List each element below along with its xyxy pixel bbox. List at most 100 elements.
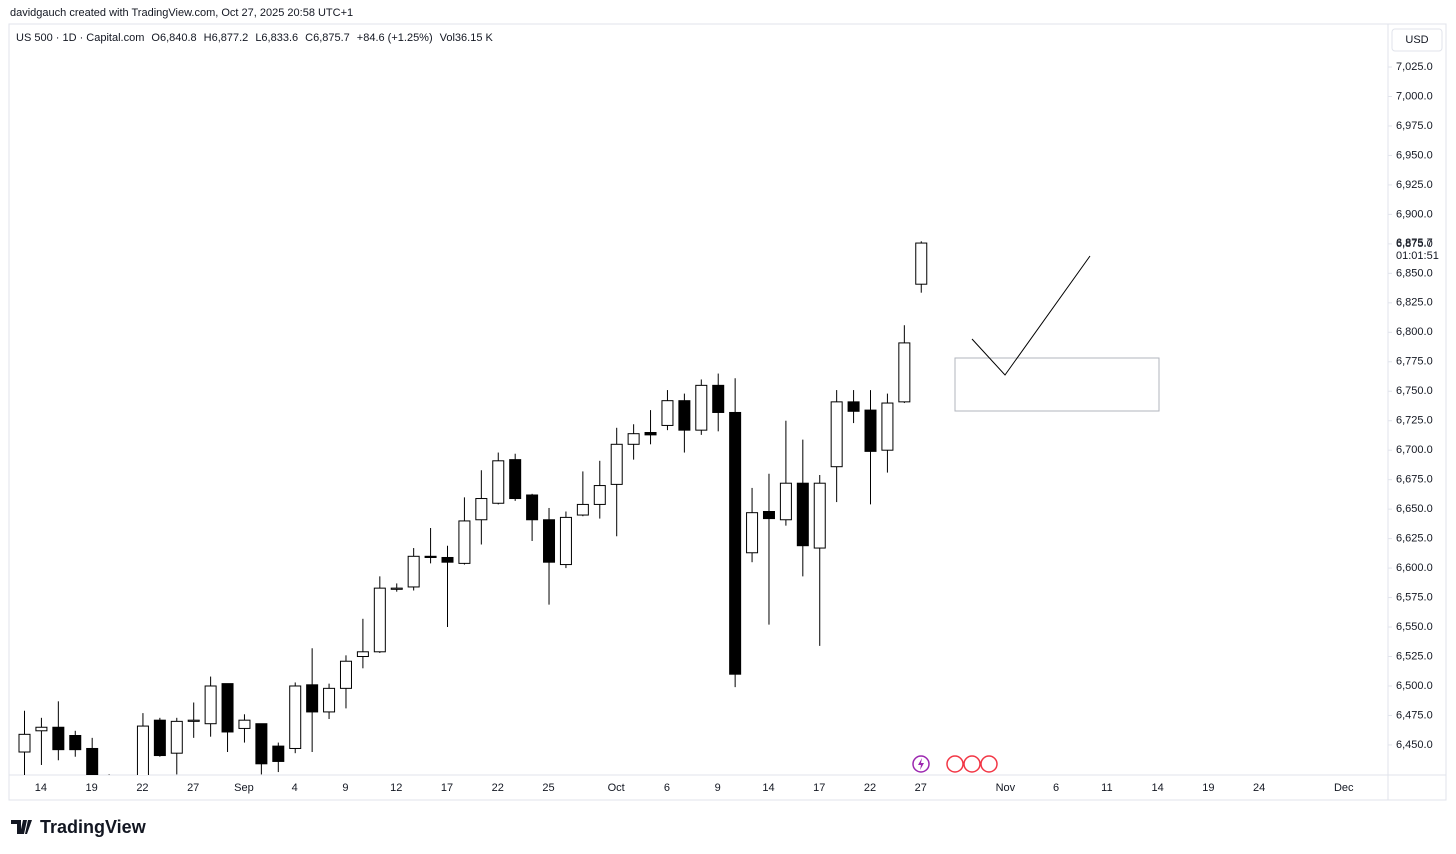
y-tick-label: 6,675.0 xyxy=(1396,474,1433,486)
candle-body xyxy=(898,342,911,403)
x-tick-label: 14 xyxy=(762,782,774,794)
y-tick-label: 6,700.0 xyxy=(1396,444,1433,456)
currency-button[interactable] xyxy=(1391,28,1443,52)
legend-item: O6,840.8 xyxy=(151,32,196,44)
candle-body xyxy=(627,433,640,445)
x-tick-label: 17 xyxy=(813,782,825,794)
y-tick-label: 6,850.0 xyxy=(1396,267,1433,279)
x-tick-label: 19 xyxy=(1202,782,1214,794)
candle-body xyxy=(695,384,708,431)
y-tick-label: 6,925.0 xyxy=(1396,179,1433,191)
candle-body xyxy=(779,482,792,521)
x-tick-label: 24 xyxy=(1253,782,1265,794)
y-tick-label: 6,450.0 xyxy=(1396,739,1433,751)
candle-body xyxy=(356,651,369,658)
candle-body xyxy=(762,511,775,520)
x-tick-label: 9 xyxy=(715,782,721,794)
credit: davidgauch created with TradingView.com,… xyxy=(10,7,353,19)
legend-item: US 500 · 1D · Capital.com xyxy=(16,32,144,44)
candle-body xyxy=(830,401,843,468)
drawing xyxy=(954,255,1160,412)
candle-body xyxy=(576,503,589,516)
y-tick-label: 6,500.0 xyxy=(1396,680,1433,692)
y-tick-label: 6,775.0 xyxy=(1396,356,1433,368)
y-tick-label: 6,750.0 xyxy=(1396,385,1433,397)
x-tick-label: 14 xyxy=(1152,782,1164,794)
last-price-label: 6,875.7 xyxy=(1396,237,1433,249)
candle-body xyxy=(289,685,302,749)
y-tick-label: 6,975.0 xyxy=(1396,120,1433,132)
candle-body xyxy=(661,400,674,426)
x-tick-label: 6 xyxy=(664,782,670,794)
y-tick-label: 6,950.0 xyxy=(1396,149,1433,161)
event-icon[interactable] xyxy=(946,755,964,773)
logo: TradingView xyxy=(11,817,147,837)
plot-area xyxy=(18,241,928,804)
y-tick-label: 6,800.0 xyxy=(1396,326,1433,338)
candle-body xyxy=(255,723,268,765)
candle-body xyxy=(746,512,759,554)
candle-body xyxy=(864,409,877,452)
candle-body xyxy=(729,411,742,675)
zone-rectangle xyxy=(954,357,1160,412)
y-tick-label: 6,525.0 xyxy=(1396,650,1433,662)
x-tick-label: 27 xyxy=(915,782,927,794)
x-tick-label: 17 xyxy=(441,782,453,794)
y-tick-label: 6,575.0 xyxy=(1396,591,1433,603)
candle-body xyxy=(543,519,556,563)
candle-body xyxy=(610,443,623,485)
candle-body xyxy=(813,482,826,549)
check-line xyxy=(971,255,1091,376)
y-tick-label: 6,475.0 xyxy=(1396,709,1433,721)
candle-body xyxy=(187,719,200,722)
y-tick-label: 7,000.0 xyxy=(1396,90,1433,102)
x-tick-label: Dec xyxy=(1334,782,1354,794)
candle-body xyxy=(475,498,488,521)
candle-body xyxy=(18,733,31,753)
candle-body xyxy=(847,401,860,412)
candle-body xyxy=(272,745,285,762)
events xyxy=(912,755,998,773)
candle-body xyxy=(373,587,386,653)
x-tick-label: 9 xyxy=(342,782,348,794)
candle-body xyxy=(221,683,234,733)
x-tick-label: 12 xyxy=(390,782,402,794)
candle-body xyxy=(323,687,336,713)
candle-body xyxy=(35,726,48,732)
logo-text: TradingView xyxy=(40,817,147,837)
x-tick-label: 11 xyxy=(1101,782,1112,794)
x-tick-label: 27 xyxy=(187,782,199,794)
candle-body xyxy=(153,719,166,757)
x-tick-label: 25 xyxy=(542,782,554,794)
logo-icon xyxy=(11,820,32,834)
legend-item: H6,877.2 xyxy=(204,32,249,44)
event-icon[interactable] xyxy=(963,755,981,773)
candle-body xyxy=(644,432,657,436)
x-tick-label: 22 xyxy=(492,782,504,794)
chart-frame xyxy=(8,23,1447,801)
y-tick-label: 7,025.0 xyxy=(1396,61,1433,73)
countdown: 01:01:51 xyxy=(1396,250,1439,262)
legend-item: Vol36.15 K xyxy=(440,32,494,44)
candle-body xyxy=(881,402,894,451)
x-tick-label: 14 xyxy=(35,782,47,794)
candle-body xyxy=(136,725,149,775)
legend-item: C6,875.7 xyxy=(305,32,350,44)
x-tick-label: 4 xyxy=(292,782,298,794)
candle-body xyxy=(526,494,539,521)
x-tick-label: Nov xyxy=(996,782,1016,794)
event-icon[interactable] xyxy=(980,755,998,773)
event-icon-bolt xyxy=(918,758,924,770)
candle-body xyxy=(104,786,115,804)
candle-body xyxy=(69,735,82,751)
x-tick-label: Sep xyxy=(234,782,254,794)
y-tick-label: 6,625.0 xyxy=(1396,533,1433,545)
x-tick-label: 22 xyxy=(136,782,148,794)
y-tick-label: 6,650.0 xyxy=(1396,503,1433,515)
candle-body xyxy=(441,556,454,563)
candle-body xyxy=(712,384,725,413)
legend-item: +84.6 (+1.25%) xyxy=(357,32,433,44)
currency[interactable]: USD xyxy=(1405,34,1428,46)
candle-body xyxy=(593,485,606,505)
